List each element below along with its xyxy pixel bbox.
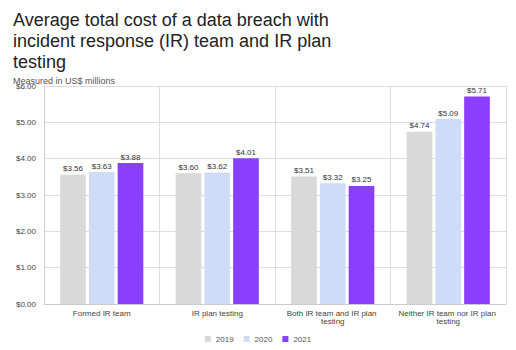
svg-text:$3.56: $3.56	[63, 164, 84, 173]
svg-text:IR plan testing: IR plan testing	[192, 309, 243, 318]
svg-text:2021: 2021	[293, 335, 311, 344]
svg-text:2019: 2019	[216, 335, 234, 344]
svg-text:$3.62: $3.62	[207, 162, 228, 171]
svg-text:Formed IR team: Formed IR team	[73, 309, 131, 318]
svg-text:testing: testing	[436, 317, 460, 326]
svg-text:Measured in US$ millions: Measured in US$ millions	[13, 76, 116, 86]
svg-text:$5.09: $5.09	[438, 109, 459, 118]
svg-text:$5.71: $5.71	[467, 86, 488, 95]
svg-text:Both IR team and IR plan: Both IR team and IR plan	[286, 308, 379, 318]
svg-text:$3.00: $3.00	[16, 191, 37, 200]
svg-text:$3.25: $3.25	[351, 175, 372, 184]
svg-text:testing: testing	[13, 52, 66, 72]
svg-text:$4.01: $4.01	[236, 148, 257, 157]
svg-text:$4.74: $4.74	[409, 121, 430, 130]
svg-text:2020: 2020	[255, 335, 273, 344]
svg-text:$3.88: $3.88	[120, 153, 141, 162]
svg-text:incident response (IR) team an: incident response (IR) team and IR plan	[13, 31, 336, 51]
svg-text:$3.51: $3.51	[294, 166, 315, 175]
svg-text:testing: testing	[321, 317, 345, 326]
svg-text:$5.00: $5.00	[16, 118, 37, 127]
svg-text:$3.60: $3.60	[178, 163, 199, 172]
svg-text:$3.32: $3.32	[323, 173, 344, 182]
svg-text:Neither IR team nor IR plan: Neither IR team nor IR plan	[398, 308, 499, 318]
svg-text:$0.00: $0.00	[16, 300, 37, 309]
svg-text:$2.00: $2.00	[16, 227, 37, 236]
svg-text:Average total cost of a data b: Average total cost of a data breach with	[13, 10, 334, 30]
svg-text:$1.00: $1.00	[16, 263, 37, 272]
svg-text:$3.63: $3.63	[92, 162, 113, 171]
svg-text:$6.00: $6.00	[16, 81, 36, 91]
svg-text:$4.00: $4.00	[16, 154, 37, 163]
